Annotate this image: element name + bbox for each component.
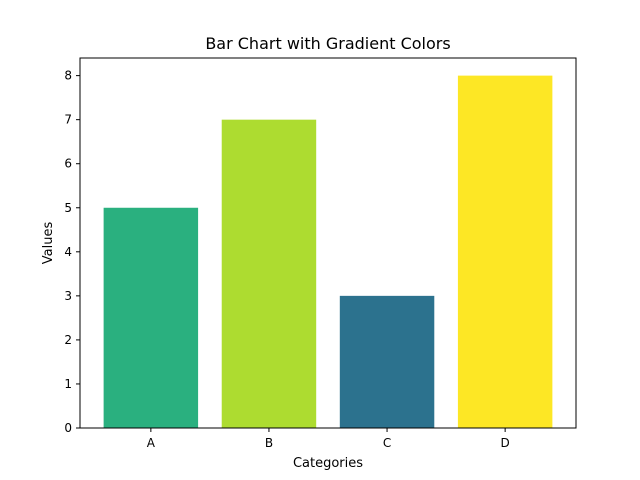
y-tick-label: 8 — [64, 69, 72, 83]
y-tick-label: 5 — [64, 201, 72, 215]
bar-c — [339, 295, 435, 428]
x-tick-label: A — [147, 436, 156, 450]
y-tick-label: 4 — [64, 245, 72, 259]
plot-area-frame — [79, 57, 577, 429]
y-tick-label: 1 — [64, 377, 72, 391]
bar-b — [221, 119, 317, 429]
y-tick-label: 7 — [64, 113, 72, 127]
x-axis-label: Categories — [293, 456, 363, 471]
bar-a — [103, 207, 199, 428]
x-tick-label: C — [383, 436, 391, 450]
x-tick-label: D — [501, 436, 510, 450]
bars-group — [103, 75, 553, 429]
x-axis-ticks: A B C D — [147, 428, 510, 450]
y-tick-label: 3 — [64, 289, 72, 303]
y-axis-ticks: 0 1 2 3 4 5 6 7 8 — [64, 69, 80, 435]
y-tick-label: 0 — [64, 421, 72, 435]
y-tick-label: 6 — [64, 157, 72, 171]
x-tick-label: B — [265, 436, 273, 450]
y-tick-label: 2 — [64, 333, 72, 347]
bar-d — [457, 75, 553, 428]
y-axis-label: Values — [41, 222, 56, 265]
chart-title: Bar Chart with Gradient Colors — [205, 34, 450, 53]
